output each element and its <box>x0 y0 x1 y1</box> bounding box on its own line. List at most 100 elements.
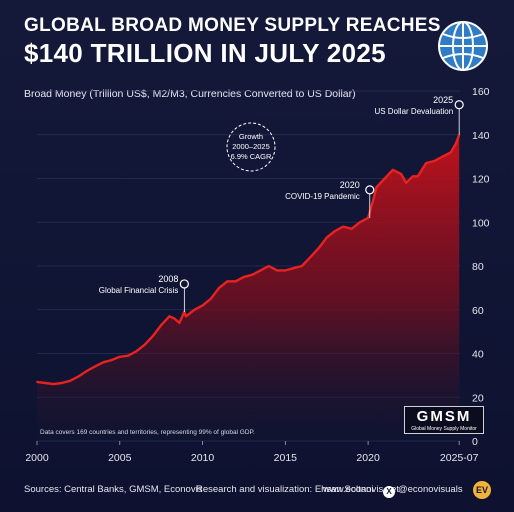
data-point <box>358 221 361 224</box>
y-tick-label-40: 40 <box>472 349 484 361</box>
data-point <box>425 162 427 165</box>
x-tick-label-2010: 2010 <box>191 452 215 464</box>
x-tick-label-2015: 2015 <box>274 452 298 464</box>
data-point <box>325 236 328 239</box>
x-tick-label-2000: 2000 <box>25 452 49 464</box>
data-point <box>350 227 353 230</box>
y-tick-label-120: 120 <box>472 174 490 186</box>
data-point <box>77 375 80 378</box>
data-point <box>36 381 38 383</box>
data-point <box>454 142 457 145</box>
chart-title-line-1: GLOBAL BROAD MONEY SUPPLY REACHES <box>24 15 441 36</box>
annotation-text-2025: US Dollar Devaluation <box>374 107 453 116</box>
annotation-text-2020: COVID-19 Pandemic <box>285 192 360 201</box>
globe-logo-icon <box>438 21 488 71</box>
y-tick-label-60: 60 <box>472 305 484 317</box>
data-point <box>392 168 394 171</box>
data-point <box>118 355 121 358</box>
growth-badge-line-3: 6.9% CAGR <box>231 152 272 161</box>
y-tick-label-140: 140 <box>472 130 490 142</box>
data-coverage-note: Data covers 169 countries and territorie… <box>40 429 255 436</box>
data-point <box>168 315 171 318</box>
data-point <box>218 286 221 289</box>
data-point <box>342 225 345 228</box>
data-point <box>209 297 212 300</box>
data-point <box>135 350 138 353</box>
x-logo-icon: X <box>383 486 395 498</box>
annotation-marker-2008 <box>179 279 189 289</box>
data-point <box>284 269 287 272</box>
gmsm-logo: GMSM Global Money Supply Monitor <box>404 406 484 434</box>
data-point <box>185 315 187 318</box>
data-point <box>449 151 452 154</box>
annotation-marker-2020 <box>365 185 375 195</box>
data-point <box>251 273 254 276</box>
data-point <box>405 181 408 184</box>
data-point <box>127 354 129 357</box>
y-tick-label-100: 100 <box>472 217 490 229</box>
x-tick-label-2005: 2005 <box>108 452 132 464</box>
data-point <box>300 265 303 267</box>
data-point <box>243 276 245 278</box>
annotation-marker-2025 <box>454 100 464 110</box>
data-point <box>367 216 370 219</box>
footer-sources: Sources: Central Banks, GMSM, Econovis <box>24 484 203 495</box>
annotation-year-2008: 2008 <box>158 274 178 284</box>
data-point <box>259 269 262 272</box>
data-point <box>178 321 181 324</box>
data-point <box>383 177 386 180</box>
data-point <box>193 308 196 311</box>
growth-badge-line-2: 2000–2025 <box>232 142 270 151</box>
data-point <box>160 324 163 326</box>
gmsm-logo-text: GMSM <box>416 408 472 425</box>
data-point <box>110 359 113 361</box>
chart-title-line-2: $140 TRILLION IN JULY 2025 <box>24 37 386 68</box>
annotation-text-2008: Global Financial Crisis <box>99 286 179 295</box>
data-point <box>375 186 378 189</box>
data-point <box>317 247 320 250</box>
y-tick-label-80: 80 <box>472 261 484 273</box>
data-point <box>44 382 47 384</box>
footer-website[interactable]: www.econovis.net <box>323 484 400 495</box>
y-tick-label-20: 20 <box>472 392 484 404</box>
data-point <box>69 379 72 382</box>
data-point <box>94 365 96 368</box>
x-tick-label-2020: 2020 <box>356 452 380 464</box>
y-tick-label-0: 0 <box>472 436 478 448</box>
data-point <box>201 304 204 307</box>
data-point <box>267 265 270 267</box>
y-tick-label-160: 160 <box>472 86 490 98</box>
footer-handle[interactable]: X @econovisuals <box>383 484 463 498</box>
data-point <box>60 382 63 384</box>
money-supply-area <box>37 134 460 442</box>
growth-badge-line-1: Growth <box>239 132 263 141</box>
gmsm-logo-subtext: Global Money Supply Monitor <box>411 425 477 432</box>
data-point <box>372 199 374 202</box>
growth-badge-ring <box>226 122 276 172</box>
data-point <box>276 269 278 272</box>
data-point <box>292 267 295 270</box>
annotation-year-2020: 2020 <box>340 180 360 190</box>
data-point <box>400 173 403 176</box>
data-point <box>433 160 436 162</box>
data-point <box>173 317 176 320</box>
data-point <box>102 361 105 364</box>
chart-title: GLOBAL BROAD MONEY SUPPLY REACHES $140 T… <box>24 15 441 68</box>
data-point <box>52 383 55 386</box>
footer-credit: Research and visualization: Ehsan Soltan… <box>196 484 374 495</box>
data-point <box>441 155 444 158</box>
annotation-year-2025: 2025 <box>433 95 453 105</box>
data-point <box>151 335 154 337</box>
ev-logo-icon: EV <box>473 481 491 499</box>
data-point <box>334 230 336 232</box>
x-tick-label-2025-07: 2025-07 <box>440 452 479 464</box>
data-point <box>143 343 146 346</box>
data-point <box>85 370 88 372</box>
data-point <box>309 256 312 259</box>
data-point <box>226 280 229 283</box>
data-point <box>411 175 414 178</box>
footer-handle-text: @econovisuals <box>398 484 463 495</box>
data-point <box>416 175 419 178</box>
data-point <box>234 280 237 283</box>
